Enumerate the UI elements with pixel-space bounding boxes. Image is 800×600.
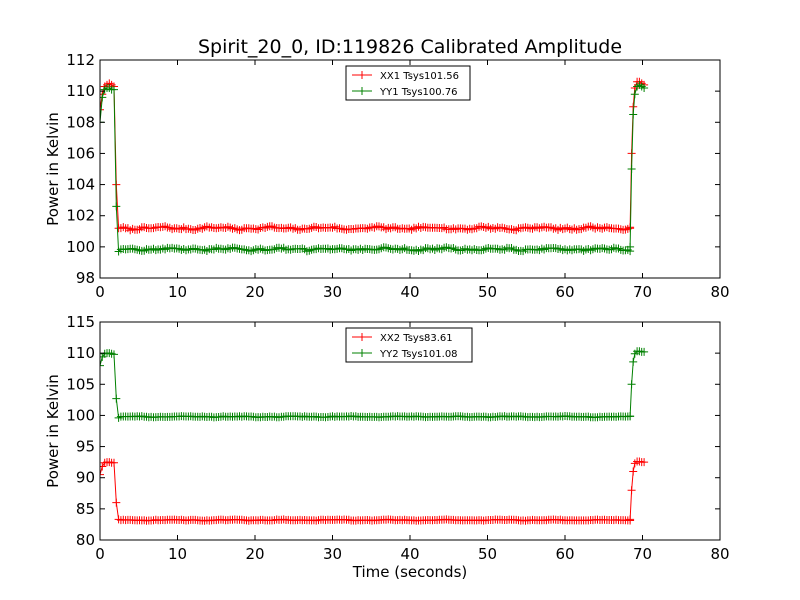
- legend-item-1: XX1 Tsys101.56: [352, 71, 459, 82]
- data-point: [629, 110, 638, 119]
- data-point: [100, 93, 107, 102]
- y-tick-label: 110: [66, 344, 95, 362]
- figure-title: Spirit_20_0, ID:119826 Calibrated Amplit…: [198, 36, 622, 58]
- series-line-1: [100, 461, 645, 522]
- legend-item-1: XX2 Tsys83.61: [352, 333, 453, 344]
- data-point: [110, 85, 118, 94]
- y-tick-label: 85: [76, 500, 95, 518]
- x-tick-label: 0: [95, 283, 105, 301]
- legend-label: XX1 Tsys101.56: [380, 71, 459, 82]
- y-axis-label: Power in Kelvin: [44, 374, 62, 488]
- data-point: [112, 394, 121, 403]
- y-axis-label: Power in Kelvin: [44, 112, 62, 226]
- data-point: [629, 467, 638, 476]
- legend-box: [345, 65, 471, 101]
- data-point: [627, 486, 636, 495]
- y-tick-label: 104: [66, 176, 95, 194]
- plot-data: [100, 347, 649, 525]
- data-point: [110, 458, 118, 467]
- data-point: [110, 350, 118, 359]
- x-tick-label: 70: [633, 283, 652, 301]
- legend-item-2: YY1 Tsys100.76: [352, 87, 458, 98]
- data-point: [627, 165, 636, 173]
- data-point: [640, 458, 649, 467]
- series-markers-2: [100, 80, 649, 256]
- data-point: [640, 347, 649, 356]
- legend-label: YY2 Tsys101.08: [379, 349, 458, 360]
- data-point: [629, 357, 638, 366]
- legend-item-2: YY2 Tsys101.08: [352, 349, 458, 360]
- x-tick-label: 20: [245, 283, 264, 301]
- legend-marker: [358, 71, 366, 79]
- legend-marker: [358, 349, 366, 357]
- y-tick-label: 98: [76, 269, 95, 287]
- data-point: [100, 105, 104, 114]
- x-tick-label: 50: [478, 545, 497, 563]
- x-tick-label: 60: [555, 283, 574, 301]
- legend: XX1 Tsys101.56 YY1 Tsys100.76: [345, 65, 471, 101]
- y-tick-label: 102: [66, 207, 95, 225]
- data-point: [626, 515, 635, 524]
- data-point: [100, 361, 104, 370]
- x-tick-label: 30: [323, 283, 342, 301]
- x-tick-label: 10: [168, 545, 187, 563]
- legend-marker: [358, 87, 366, 95]
- data-point: [640, 84, 649, 92]
- y-tick-label: 115: [66, 313, 95, 331]
- x-tick-label: 0: [95, 545, 105, 563]
- top-chart: 0 10 20 30 40 50 60 70 80 98 100 102 104 106 108 110 112…: [44, 51, 730, 301]
- y-tick-label: 112: [66, 51, 95, 69]
- legend: XX2 Tsys83.61 YY2 Tsys101.08: [345, 327, 473, 363]
- legend-box: [345, 327, 473, 363]
- series-markers-1: [100, 77, 649, 235]
- legend-marker: [358, 333, 366, 341]
- y-tick-label: 110: [66, 82, 95, 100]
- data-point: [630, 90, 639, 99]
- x-tick-label: 40: [400, 283, 419, 301]
- series-line-1: [100, 81, 645, 231]
- legend-label: YY1 Tsys100.76: [379, 87, 458, 98]
- data-point: [100, 470, 104, 479]
- x-tick-label: 50: [478, 283, 497, 301]
- data-point: [112, 498, 121, 507]
- y-tick-label: 90: [76, 469, 95, 487]
- y-tick-label: 80: [76, 531, 95, 549]
- y-tick-label: 95: [76, 438, 95, 456]
- x-tick-label: 30: [323, 545, 342, 563]
- x-tick-label: 80: [710, 283, 729, 301]
- x-tick-label: 70: [633, 545, 652, 563]
- x-axis-label: Time (seconds): [352, 563, 468, 581]
- bottom-chart: 0 10 20 30 40 50 60 70 80 80 85 90 95 100 105 110 115 Pow…: [44, 313, 730, 581]
- y-tick-label: 105: [66, 375, 95, 393]
- x-tick-label: 60: [555, 545, 574, 563]
- x-tick-label: 40: [400, 545, 419, 563]
- plot-data: [100, 77, 649, 256]
- y-tick-label: 108: [66, 113, 95, 131]
- data-point: [112, 202, 121, 211]
- x-tick-label: 80: [710, 545, 729, 563]
- data-point: [627, 380, 636, 389]
- x-tick-label: 20: [245, 545, 264, 563]
- data-point: [626, 242, 635, 251]
- y-tick-label: 100: [66, 406, 95, 424]
- y-tick-label: 100: [66, 238, 95, 256]
- y-tick-label: 106: [66, 144, 95, 162]
- x-tick-label: 10: [168, 283, 187, 301]
- series-markers-2: [100, 347, 649, 422]
- data-point: [626, 412, 635, 421]
- legend-label: XX2 Tsys83.61: [380, 333, 453, 344]
- series-markers-1: [100, 457, 649, 525]
